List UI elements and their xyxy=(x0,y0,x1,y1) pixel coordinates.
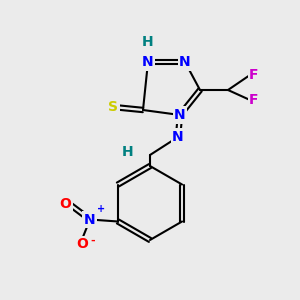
Text: S: S xyxy=(108,100,118,114)
Text: H: H xyxy=(142,35,154,49)
Text: N: N xyxy=(142,55,154,69)
Text: O: O xyxy=(76,238,88,251)
Text: -: - xyxy=(90,236,94,245)
Text: N: N xyxy=(179,55,191,69)
Text: N: N xyxy=(174,108,186,122)
Text: F: F xyxy=(249,93,259,107)
Text: O: O xyxy=(59,197,71,212)
Text: H: H xyxy=(122,145,134,159)
Text: N: N xyxy=(84,212,96,226)
Text: N: N xyxy=(172,130,184,144)
Text: +: + xyxy=(97,205,105,214)
Text: F: F xyxy=(249,68,259,82)
